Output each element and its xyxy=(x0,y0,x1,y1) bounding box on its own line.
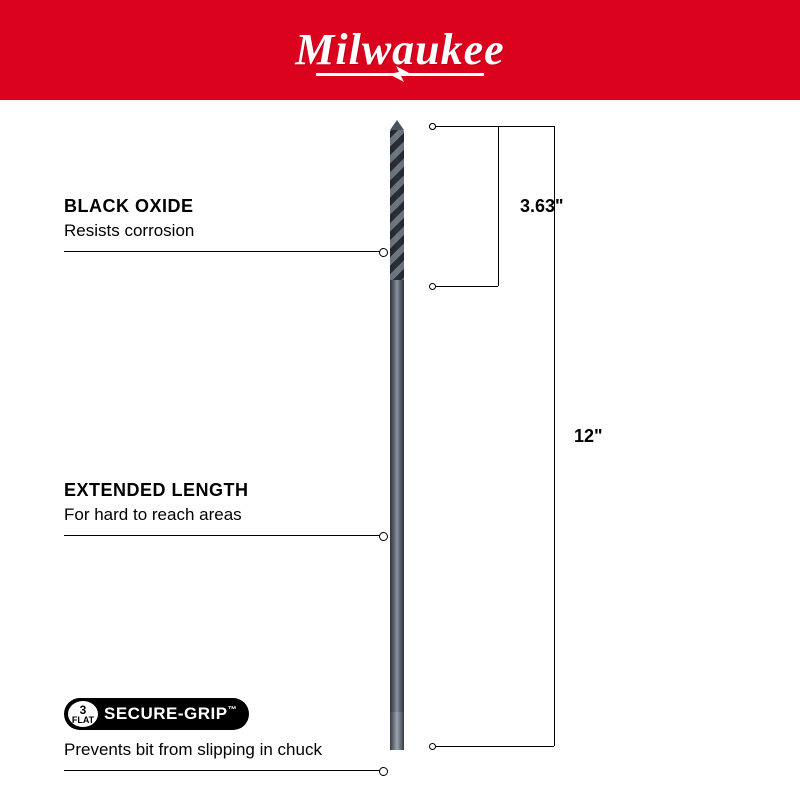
badge-word: FLAT xyxy=(72,716,94,725)
three-flat-icon: 3 FLAT xyxy=(68,701,98,727)
callout-sub: Resists corrosion xyxy=(64,221,384,241)
callout-sub: For hard to reach areas xyxy=(64,505,384,525)
bit-flute xyxy=(390,130,404,280)
secure-grip-badge: 3 FLAT SECURE-GRIP™ xyxy=(64,698,249,730)
callout-extended-length: EXTENDED LENGTH For hard to reach areas xyxy=(64,480,384,536)
brand-logo: Milwaukee xyxy=(295,24,504,76)
callout-secure-grip: 3 FLAT SECURE-GRIP™ Prevents bit from sl… xyxy=(64,698,384,771)
bit-flat-shank xyxy=(390,712,404,750)
callout-title: BLACK OXIDE xyxy=(64,196,384,217)
drill-bit xyxy=(390,130,404,750)
measure-label-overall: 12" xyxy=(574,426,603,447)
bit-tip xyxy=(390,120,404,130)
callout-leader-line xyxy=(64,770,384,771)
callout-title: EXTENDED LENGTH xyxy=(64,480,384,501)
callout-leader-line xyxy=(64,535,384,536)
diagram-stage: BLACK OXIDE Resists corrosion EXTENDED L… xyxy=(0,100,800,800)
badge-label: SECURE-GRIP™ xyxy=(104,704,237,724)
callout-sub: Prevents bit from slipping in chuck xyxy=(64,740,384,760)
callout-black-oxide: BLACK OXIDE Resists corrosion xyxy=(64,196,384,252)
brand-header: Milwaukee xyxy=(0,0,800,100)
callout-leader-line xyxy=(64,251,384,252)
logo-underline xyxy=(316,73,484,76)
lightning-bolt-icon xyxy=(389,66,411,82)
badge-number: 3 xyxy=(80,704,87,716)
